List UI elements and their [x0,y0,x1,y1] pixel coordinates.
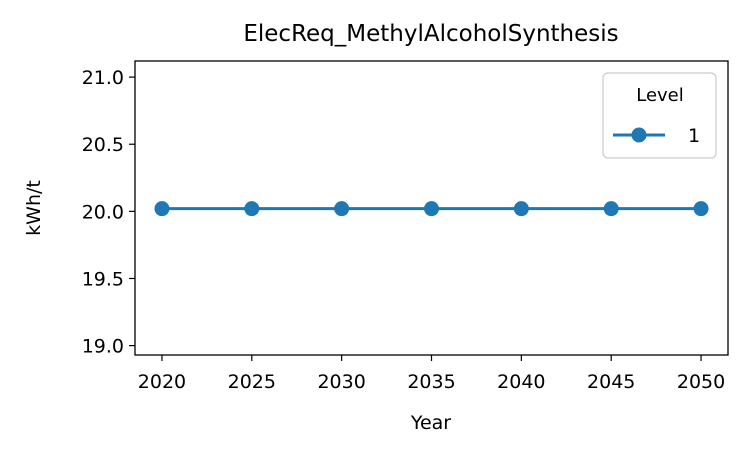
data-point [693,201,709,217]
chart-title: ElecReq_MethylAlcoholSynthesis [243,21,618,47]
x-axis-label: Year [410,412,451,434]
y-tick-label: 20.0 [82,201,124,223]
data-point [244,201,260,217]
data-point [334,201,350,217]
legend-title: Level [636,85,684,106]
x-tick-label: 2025 [228,371,276,393]
legend-box [602,72,717,159]
legend: Level 1 [602,72,717,159]
y-tick-label: 19.5 [82,268,124,290]
data-point [603,201,619,217]
data-point [513,201,529,217]
legend-entry-label: 1 [688,125,700,147]
x-tick-label: 2030 [317,371,365,393]
x-axis: 2020 2025 2030 2035 2040 2045 2050 [138,355,725,393]
data-point [154,201,170,217]
y-axis: 19.0 19.5 20.0 20.5 21.0 [82,67,135,358]
y-tick-label: 21.0 [82,67,124,89]
x-tick-label: 2020 [138,371,186,393]
x-tick-label: 2045 [587,371,635,393]
legend-marker-swatch [631,127,647,143]
y-tick-label: 19.0 [82,336,124,358]
y-tick-label: 20.5 [82,134,124,156]
series-layer [154,201,709,217]
x-tick-label: 2035 [407,371,455,393]
x-tick-label: 2040 [497,371,545,393]
data-point [424,201,439,217]
x-tick-label: 2050 [677,371,725,393]
y-axis-label: kWh/t [23,180,45,236]
